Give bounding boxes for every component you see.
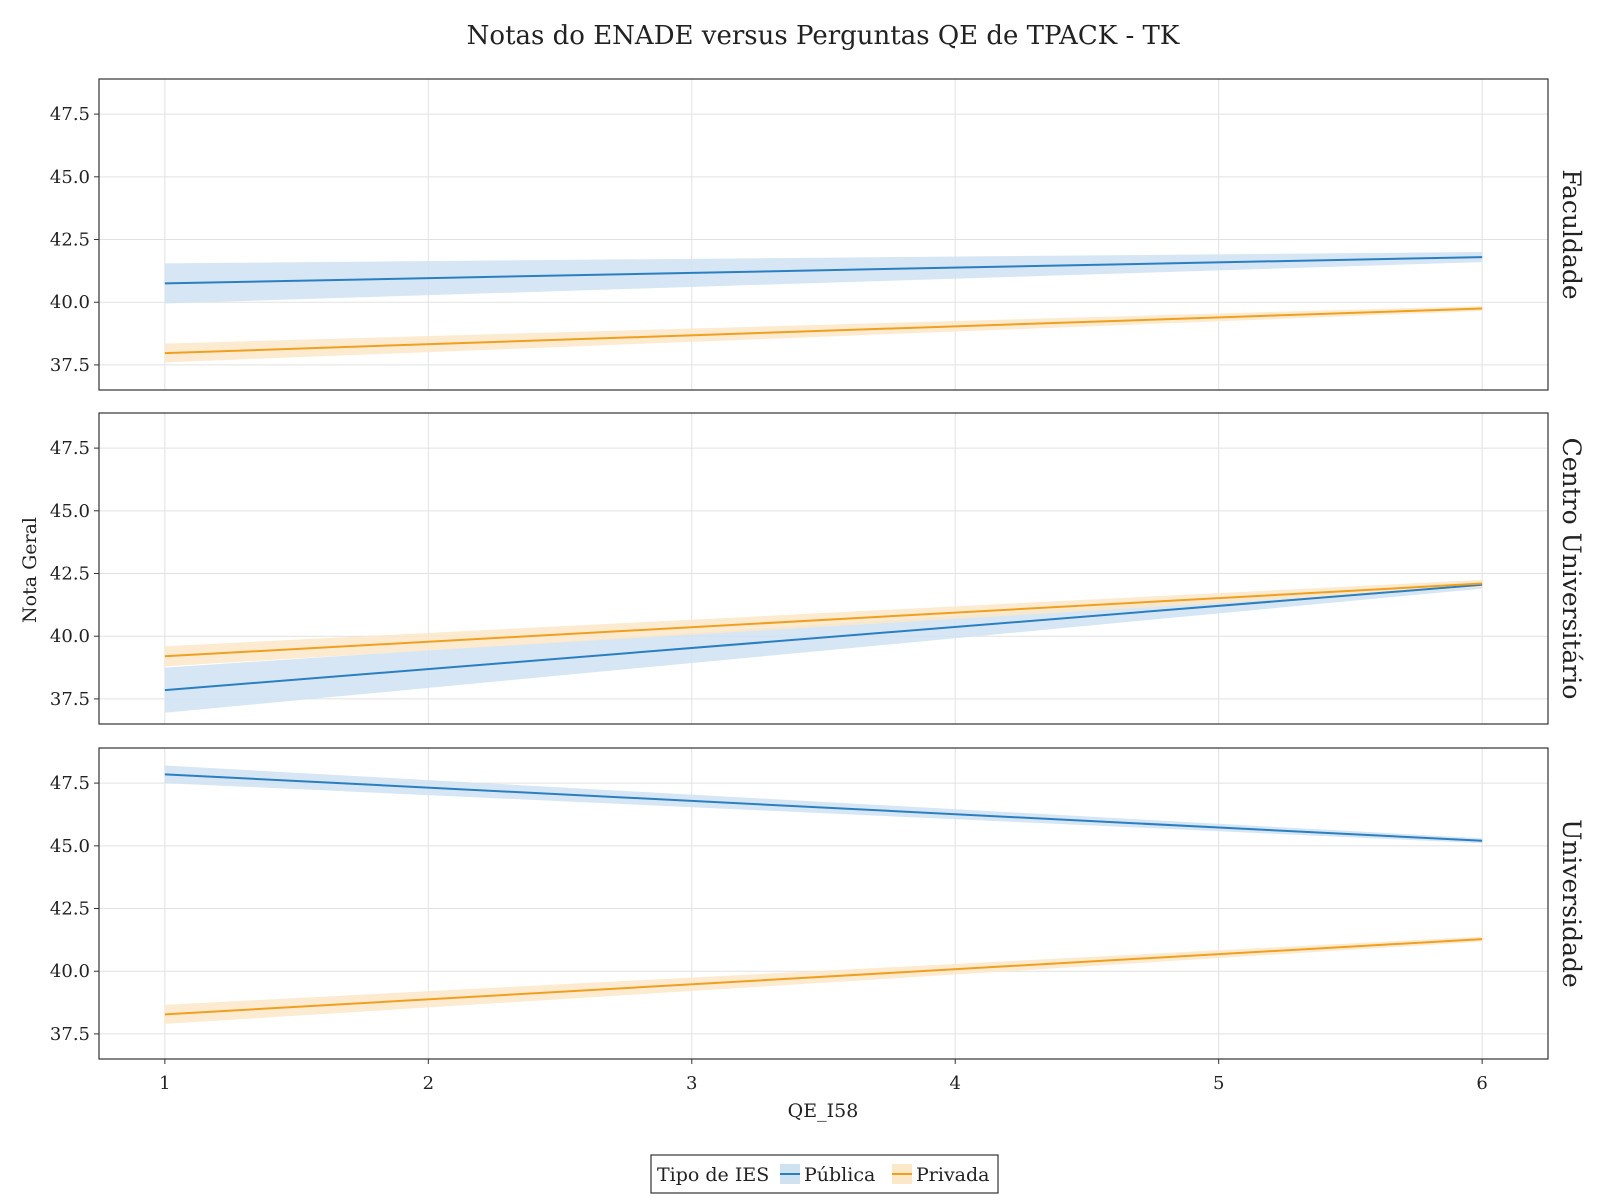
y-axis-label: Nota Geral bbox=[19, 517, 41, 623]
series-line-publica bbox=[164, 773, 1483, 842]
y-tick-label: 45.0 bbox=[50, 836, 90, 857]
y-tick-label: 37.5 bbox=[50, 689, 90, 710]
x-tick-label: 6 bbox=[1476, 1073, 1487, 1094]
y-tick-label: 47.5 bbox=[50, 438, 90, 459]
y-tick-label: 45.0 bbox=[50, 501, 90, 522]
y-tick-label: 40.0 bbox=[50, 626, 90, 647]
legend-title: Tipo de IES bbox=[657, 1164, 769, 1186]
facet-label-universidade: Universidade bbox=[1557, 819, 1586, 988]
confidence-band-publica bbox=[164, 252, 1483, 304]
legend: Tipo de IES Pública Privada bbox=[650, 1154, 999, 1194]
y-tick-label: 37.5 bbox=[50, 1024, 90, 1045]
y-tick-label: 42.5 bbox=[50, 564, 90, 585]
series-line-publica bbox=[164, 256, 1483, 285]
legend-box bbox=[650, 1154, 999, 1194]
y-tick-label: 42.5 bbox=[50, 899, 90, 920]
y-tick-label: 47.5 bbox=[50, 773, 90, 794]
y-tick-label: 37.5 bbox=[50, 355, 90, 376]
y-tick-label: 40.0 bbox=[50, 961, 90, 982]
facet-faculdade: 37.5 40.0 42.5 45.0 47.5 Faculdade bbox=[50, 78, 1586, 391]
x-tick-label: 2 bbox=[423, 1073, 434, 1094]
y-tick-label: 47.5 bbox=[50, 104, 90, 125]
facet-centro-universitario: 37.5 40.0 42.5 45.0 47.5 Centro Universitário bbox=[50, 412, 1586, 725]
panel-frame bbox=[98, 78, 1549, 391]
series-line-privada bbox=[164, 938, 1483, 1016]
facet-label-centro-universitario: Centro Universitário bbox=[1557, 438, 1586, 700]
x-tick-label: 4 bbox=[950, 1073, 961, 1094]
panel-frame bbox=[98, 747, 1549, 1060]
y-tick-label: 40.0 bbox=[50, 292, 90, 313]
x-tick-label: 1 bbox=[159, 1073, 170, 1094]
x-axis: 1 2 3 4 5 6 bbox=[159, 1059, 1488, 1094]
x-tick-label: 5 bbox=[1213, 1073, 1224, 1094]
facet-panels: 37.5 40.0 42.5 45.0 47.5 Faculdade 37.5 40.0 42.… bbox=[50, 78, 1586, 1094]
y-tick-label: 45.0 bbox=[50, 167, 90, 188]
series-line-privada bbox=[164, 582, 1483, 658]
x-axis-label: QE_I58 bbox=[788, 1100, 859, 1122]
confidence-band-publica bbox=[164, 581, 1483, 713]
legend-entry-privada: Privada bbox=[916, 1164, 990, 1186]
facet-label-faculdade: Faculdade bbox=[1557, 169, 1586, 299]
chart-title: Notas do ENADE versus Perguntas QE de TP… bbox=[467, 21, 1180, 51]
series-line-privada bbox=[164, 307, 1483, 355]
panel-frame bbox=[98, 412, 1549, 725]
series-line-publica bbox=[164, 583, 1483, 692]
confidence-band-privada bbox=[164, 579, 1483, 667]
legend-entry-publica: Pública bbox=[804, 1164, 875, 1186]
x-tick-label: 3 bbox=[686, 1073, 697, 1094]
facet-universidade: 37.5 40.0 42.5 45.0 47.5 Universidade bbox=[50, 747, 1586, 1060]
y-tick-label: 42.5 bbox=[50, 230, 90, 251]
